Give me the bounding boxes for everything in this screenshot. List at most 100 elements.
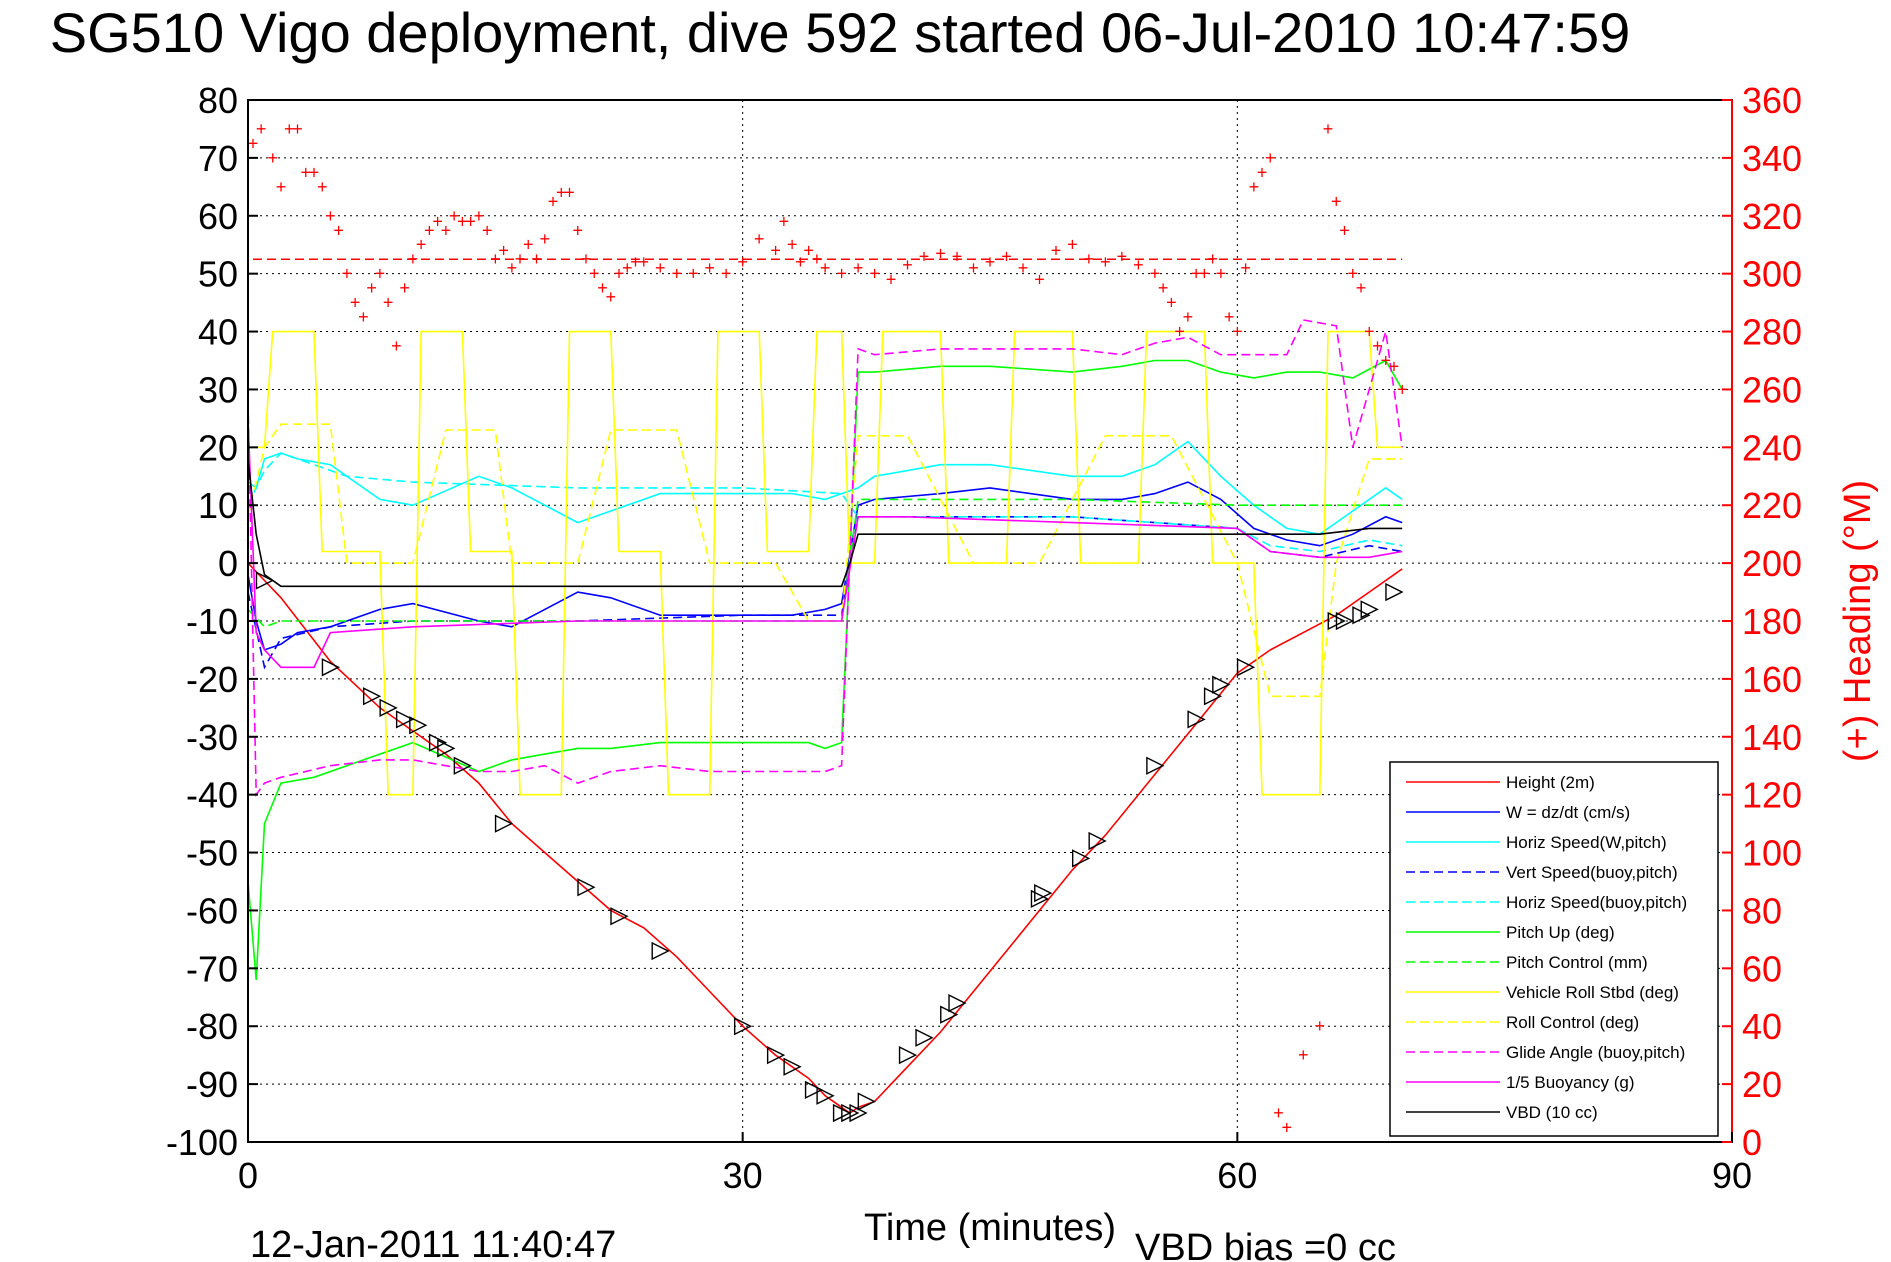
heading-point: + [836,264,847,284]
heading-point: + [300,162,311,182]
y-tick-label: -60 [186,890,238,931]
y-tick-label: 70 [198,138,238,179]
y-axis-ticks: 80 70 60 50 40 30 20 10 0 -10 -20 -30 -40 -50 -60 -70 -8… [166,80,258,1163]
heading-point: + [737,252,748,272]
legend-label: 1/5 Buoyancy (g) [1506,1073,1635,1092]
y-right-tick-label: 260 [1742,369,1802,410]
y-tick-label: 60 [198,196,238,237]
heading-point: + [622,258,633,278]
y-tick-label: -10 [186,601,238,642]
heading-point: + [779,212,790,232]
legend-label: VBD (10 cc) [1506,1103,1598,1122]
legend-label: Vert Speed(buoy,pitch) [1506,863,1678,882]
heading-point: + [424,220,435,240]
heading-point: + [704,258,715,278]
heading-point: + [886,269,897,289]
heading-point: + [853,258,864,278]
dive-marker [915,1028,934,1047]
heading-point: + [935,243,946,263]
heading-point: + [1372,336,1383,356]
heading-point: + [605,287,616,307]
heading-point: + [1067,235,1078,255]
dive-marker [379,698,398,717]
legend-label: Pitch Control (mm) [1506,953,1648,972]
y-right-tick-label: 180 [1742,601,1802,642]
heading-point: + [919,246,930,266]
y-right-tick-label: 140 [1742,717,1802,758]
y-tick-label: 40 [198,312,238,353]
heading-point: + [256,119,267,139]
heading-point: + [523,235,534,255]
chart-title: SG510 Vigo deployment, dive 592 started … [50,1,1631,64]
y-right-tick-label: 200 [1742,543,1802,584]
y-right-tick-label: 360 [1742,80,1802,121]
x-tick-label: 0 [238,1155,258,1196]
heading-point: + [985,252,996,272]
heading-point: + [820,258,831,278]
heading-point: + [1364,322,1375,342]
y-tick-label: 50 [198,254,238,295]
dive-marker [1034,883,1053,903]
series-line-0 [247,562,1403,1115]
dive-marker [804,1080,824,1100]
heading-point: + [540,229,551,249]
dive-marker [857,1092,876,1111]
legend-label: Height (2m) [1506,773,1595,792]
heading-point: + [1166,293,1177,313]
heading-point: + [515,249,526,269]
heading-point: + [1158,278,1169,298]
series-line-11 [247,458,1403,588]
dive-marker [816,1086,835,1105]
dive-marker [1187,710,1206,729]
heading-point: + [1298,1045,1309,1065]
heading-point: + [1339,220,1350,240]
series-line-8 [247,423,1403,698]
heading-point: + [671,264,682,284]
heading-point: + [276,177,287,197]
series-line-3 [247,515,1403,670]
y-right-tick-label: 120 [1742,775,1802,816]
heading-point: + [1282,1118,1293,1138]
heading-point: + [589,264,600,284]
heading-point: + [787,235,798,255]
plot-area [247,258,1403,1115]
heading-point: + [465,212,476,232]
heading-point: + [408,249,419,269]
heading-point: + [358,307,369,327]
legend-box [1389,761,1719,1137]
heading-point: + [432,212,443,232]
dive-marker [1335,611,1355,631]
heading-point: + [655,258,666,278]
heading-point: + [638,252,649,272]
y-tick-label: -50 [186,833,238,874]
y-tick-label: -90 [186,1064,238,1105]
heading-point: + [1174,322,1185,342]
dive-marker [783,1057,802,1076]
series-line-7 [248,330,1403,796]
heading-point: + [548,191,559,211]
y-right-tick-label: 160 [1742,659,1802,700]
dive-marker [409,716,428,735]
heading-point: + [1084,249,1095,269]
series-line-6 [247,498,1403,628]
dive-marker [362,687,382,706]
y-right-tick-label: 280 [1742,312,1802,353]
x-axis-ticks: 0 30 60 90 [238,1132,1752,1196]
legend-label: Glide Angle (buoy,pitch) [1506,1043,1685,1062]
x-tick-label: 60 [1217,1155,1257,1196]
x-tick-label: 30 [723,1155,763,1196]
heading-point: + [457,212,468,232]
heading-point: + [581,249,592,269]
heading-point: + [1018,258,1029,278]
y-right-tick-label: 100 [1742,833,1802,874]
heading-point: + [350,293,361,313]
heading-point: + [1216,264,1227,284]
dive-marker [437,739,456,758]
heading-markers: ++++++++++++++++++++++++++++++++++++++++… [248,119,1408,1138]
heading-point: + [1207,249,1218,269]
heading-point: + [284,119,295,139]
heading-point: + [688,264,699,284]
heading-point: + [1183,307,1194,327]
y-right-tick-label: 40 [1742,1006,1782,1047]
